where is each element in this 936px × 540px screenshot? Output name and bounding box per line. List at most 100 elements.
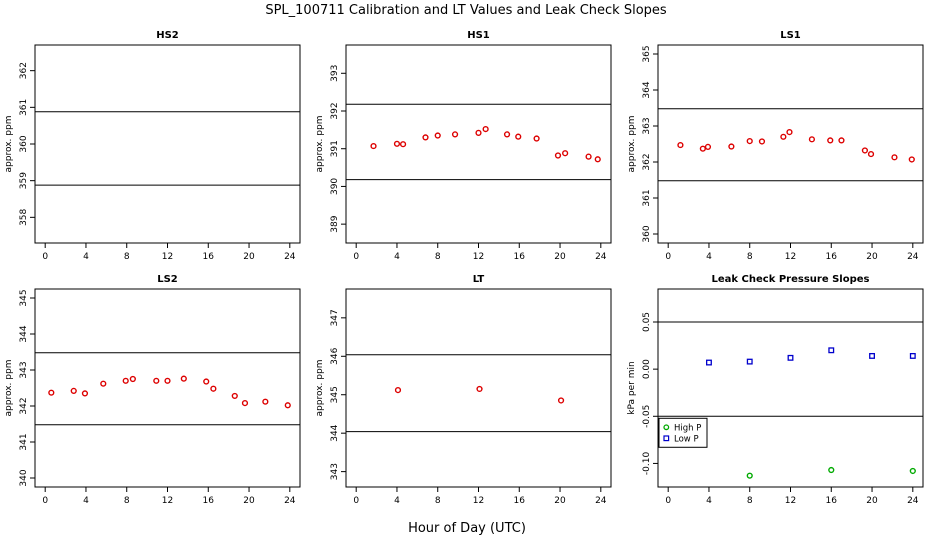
y-tick-label: 362	[19, 62, 29, 79]
y-tick-label: 347	[330, 309, 340, 326]
data-point	[533, 135, 540, 142]
data-point	[704, 143, 712, 150]
data-point	[562, 150, 569, 157]
data-point	[746, 472, 753, 479]
x-tick-label: 0	[665, 252, 671, 262]
legend-box	[658, 417, 708, 448]
data-point	[699, 145, 706, 152]
data-point	[861, 147, 869, 154]
y-tick-label: 0.05	[642, 312, 652, 332]
data-point	[231, 392, 238, 400]
panel-leak: Leak Check Pressure Slopes kPa per min 0 4 8…	[627, 274, 924, 506]
data-point	[706, 359, 712, 366]
panel-lt: LT approx. ppm 0 4 8 12 16 20 24 343 344 345 346 347	[315, 274, 612, 506]
data-point	[838, 137, 845, 144]
y-tick-label: 363	[642, 117, 652, 134]
y-tick-label: 390	[330, 178, 340, 195]
x-tick-label: 16	[203, 252, 215, 262]
x-tick-label: 20	[554, 496, 566, 506]
panel-ls2: LS2 approx. ppm 0 4 8 12 16 20 24 340 341 342 343 344…	[4, 274, 301, 506]
x-tick-label: 4	[83, 496, 89, 506]
legend-label: Low P	[674, 434, 699, 444]
data-point	[780, 133, 787, 140]
y-tick-label: 340	[19, 469, 29, 486]
data-point	[585, 153, 592, 160]
data-point	[869, 352, 875, 359]
x-tick-label: 12	[785, 252, 796, 262]
x-tick-label: 16	[514, 496, 526, 506]
y-tick-label: 362	[642, 153, 652, 170]
x-tick-label: 16	[826, 252, 838, 262]
data-point	[827, 137, 834, 144]
plot-frame	[657, 44, 924, 244]
y-tick-label: 345	[19, 289, 29, 306]
data-point	[828, 347, 835, 354]
x-tick-label: 8	[747, 496, 753, 506]
data-point	[515, 133, 522, 140]
x-tick-label: 8	[124, 496, 130, 506]
panel-title: HS1	[467, 30, 490, 41]
data-point	[909, 467, 916, 475]
data-point	[422, 134, 429, 141]
panel-title: LS1	[780, 30, 801, 41]
plot-frame	[345, 44, 612, 244]
plot-frame	[34, 44, 301, 244]
x-tick-label: 24	[284, 496, 296, 506]
data-point	[370, 142, 377, 150]
y-axis-label: approx. ppm	[315, 116, 325, 173]
x-tick-label: 8	[124, 252, 130, 262]
y-tick-label: 361	[19, 99, 29, 116]
data-point	[451, 131, 459, 138]
data-point	[891, 154, 898, 161]
data-point	[503, 131, 511, 138]
y-tick-label: 344	[19, 325, 29, 342]
legend-label: High P	[674, 423, 701, 433]
panel-title: LT	[473, 274, 485, 285]
data-point	[828, 466, 835, 474]
x-tick-label: 20	[243, 496, 255, 506]
data-point	[728, 143, 735, 150]
x-tick-label: 20	[554, 252, 566, 262]
data-point	[808, 136, 816, 143]
y-tick-label: 359	[19, 172, 29, 189]
data-point	[81, 390, 89, 397]
data-point	[153, 377, 160, 384]
data-point	[746, 138, 753, 145]
data-point	[393, 140, 401, 147]
panel-title: LS2	[157, 274, 178, 285]
y-tick-label: 0.00	[642, 359, 652, 379]
y-axis-label: kPa per min	[627, 361, 637, 414]
x-tick-label: 20	[866, 496, 878, 506]
data-point	[48, 389, 55, 396]
data-point	[476, 385, 483, 393]
y-axis-label: approx. ppm	[4, 360, 14, 417]
data-point	[758, 138, 766, 145]
y-tick-label: 343	[330, 463, 340, 480]
data-point	[100, 380, 107, 387]
y-tick-label: 343	[19, 361, 29, 378]
y-tick-label: -0.05	[642, 405, 652, 428]
y-axis-label: approx. ppm	[627, 116, 637, 173]
y-axis-label: approx. ppm	[315, 360, 325, 417]
x-tick-label: 0	[42, 252, 48, 262]
x-tick-label: 4	[394, 496, 400, 506]
y-tick-label: 365	[642, 45, 652, 62]
x-tick-label: 12	[162, 252, 173, 262]
x-tick-label: 24	[595, 496, 607, 506]
panel-ls1: LS1 approx. ppm 0 4 8 12 16 20 24 360 361 362 363 364…	[627, 30, 924, 262]
x-tick-label: 24	[595, 252, 607, 262]
data-point	[164, 377, 171, 384]
panel-title: Leak Check Pressure Slopes	[712, 274, 870, 285]
x-tick-label: 12	[473, 496, 484, 506]
data-point	[203, 378, 210, 385]
data-point	[867, 150, 875, 158]
y-tick-label: 361	[642, 189, 652, 206]
data-point	[394, 387, 402, 394]
legend-marker	[663, 424, 670, 431]
data-point	[746, 358, 753, 365]
x-tick-label: 4	[83, 252, 89, 262]
x-tick-label: 4	[394, 252, 400, 262]
x-tick-label: 4	[706, 252, 712, 262]
